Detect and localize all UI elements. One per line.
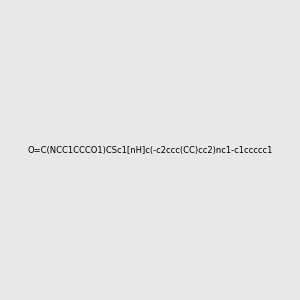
Text: O=C(NCC1CCCO1)CSc1[nH]c(-c2ccc(CC)cc2)nc1-c1ccccc1: O=C(NCC1CCCO1)CSc1[nH]c(-c2ccc(CC)cc2)nc… [27, 146, 273, 154]
